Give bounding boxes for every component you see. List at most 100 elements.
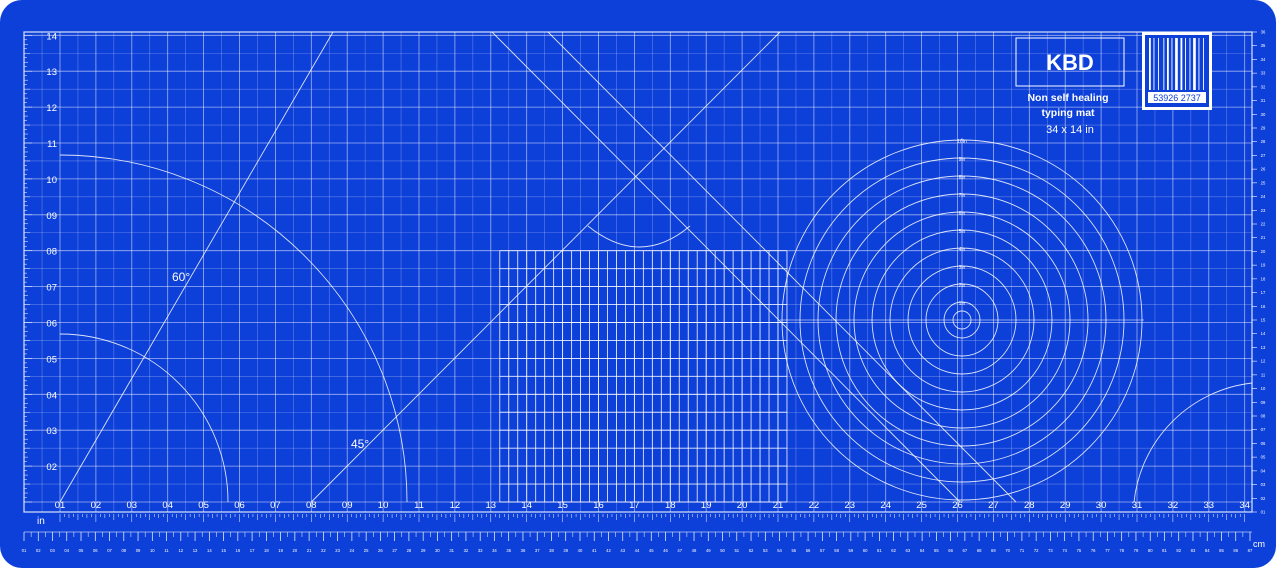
cm-ruler-label: 55 bbox=[791, 548, 796, 553]
cm-ruler-label: 22 bbox=[321, 548, 326, 553]
cm-ruler-label: 70 bbox=[1005, 548, 1010, 553]
cm-ruler-label: 42 bbox=[606, 548, 611, 553]
cm-ruler-label: 19 bbox=[278, 548, 283, 553]
cm-ruler-label: 16 bbox=[236, 548, 241, 553]
ring-label: 3in bbox=[959, 265, 966, 271]
cm-ruler-label: 29 bbox=[421, 548, 426, 553]
inch-ruler-label: 10 bbox=[378, 500, 389, 511]
angle-45-label: 45° bbox=[351, 437, 369, 451]
cm-ruler-label: 26 bbox=[1261, 167, 1266, 172]
cm-ruler-label: 74 bbox=[1062, 548, 1067, 553]
inch-ruler-label: 08 bbox=[46, 247, 57, 258]
cm-ruler-label: 30 bbox=[1261, 112, 1266, 117]
cm-ruler-label: 60 bbox=[863, 548, 868, 553]
cm-unit-label: cm bbox=[1253, 539, 1265, 549]
cm-ruler-label: 43 bbox=[620, 548, 625, 553]
cm-ruler-label: 36 bbox=[521, 548, 526, 553]
inch-ruler-label: 12 bbox=[46, 103, 57, 114]
cm-ruler-label: 24 bbox=[1261, 194, 1266, 199]
barcode-bar bbox=[1158, 38, 1159, 90]
angle-arc bbox=[587, 225, 691, 248]
inch-ruler-label: 21 bbox=[773, 500, 784, 511]
inch-ruler-label: 26 bbox=[952, 500, 963, 511]
cm-ruler-label: 65 bbox=[934, 548, 939, 553]
cm-ruler-label: 12 bbox=[178, 548, 183, 553]
cm-ruler-label: 54 bbox=[777, 548, 782, 553]
cm-ruler-label: 22 bbox=[1261, 222, 1266, 227]
angle-45-line bbox=[310, 31, 781, 503]
cm-ruler-label: 76 bbox=[1091, 548, 1096, 553]
cm-ruler-label: 77 bbox=[1105, 548, 1110, 553]
cm-ruler-label: 41 bbox=[592, 548, 597, 553]
cm-ruler-label: 20 bbox=[293, 548, 298, 553]
cm-ruler-label: 13 bbox=[1261, 345, 1266, 350]
cm-ruler-label: 63 bbox=[906, 548, 911, 553]
cm-ruler-label: 03 bbox=[1261, 482, 1266, 487]
cm-ruler-label: 28 bbox=[1261, 139, 1266, 144]
cm-ruler-label: 35 bbox=[506, 548, 511, 553]
cm-ruler-label: 01 bbox=[1261, 510, 1266, 515]
inch-ruler-label: 02 bbox=[46, 462, 57, 473]
cm-ruler-label: 72 bbox=[1034, 548, 1039, 553]
inch-ruler-label: 31 bbox=[1132, 500, 1143, 511]
inch-ruler-label: 32 bbox=[1168, 500, 1179, 511]
barcode-bar bbox=[1153, 38, 1155, 90]
concentric-circles: 10in 9in 8in 7in 6in 5in 4in 3in 2in 1in bbox=[780, 138, 1144, 502]
angle-60-line bbox=[59, 31, 334, 503]
barcode-bar bbox=[1180, 38, 1183, 90]
cm-ruler-label: 23 bbox=[335, 548, 340, 553]
cm-ruler-label: 87 bbox=[1248, 548, 1253, 553]
cm-ruler-label: 48 bbox=[692, 548, 697, 553]
cm-ruler-label: 37 bbox=[535, 548, 540, 553]
cm-ruler-label: 24 bbox=[350, 548, 355, 553]
ring-label: 4in bbox=[959, 247, 966, 253]
diagonal-line bbox=[491, 31, 961, 503]
cm-ruler-label: 27 bbox=[392, 548, 397, 553]
cm-ruler-label: 12 bbox=[1261, 359, 1266, 364]
cm-ruler-label: 51 bbox=[734, 548, 739, 553]
cm-ruler-label: 73 bbox=[1048, 548, 1053, 553]
cm-ruler-label: 19 bbox=[1261, 263, 1266, 268]
cm-ruler-label: 83 bbox=[1191, 548, 1196, 553]
cm-ruler-label: 15 bbox=[221, 548, 226, 553]
cm-ruler-label: 68 bbox=[977, 548, 982, 553]
cm-ruler-label: 14 bbox=[207, 548, 212, 553]
brand-logo: KBD bbox=[1046, 50, 1094, 75]
inch-ruler-label: 03 bbox=[46, 426, 57, 437]
cm-ruler-label: 04 bbox=[64, 548, 69, 553]
inch-ruler-label: 14 bbox=[46, 31, 57, 42]
inch-ruler-label: 20 bbox=[737, 500, 748, 511]
inch-ruler-label: 02 bbox=[91, 500, 102, 511]
ring-label: 10in bbox=[957, 139, 967, 145]
cm-ruler-label: 05 bbox=[79, 548, 84, 553]
inch-ruler-label: 06 bbox=[46, 319, 57, 330]
cm-ruler-label: 79 bbox=[1134, 548, 1139, 553]
cm-ruler-label: 45 bbox=[649, 548, 654, 553]
cm-ruler-label: 64 bbox=[920, 548, 925, 553]
inch-ruler-label: 17 bbox=[629, 500, 640, 511]
cm-ruler-label: 21 bbox=[307, 548, 312, 553]
inch-ruler-label: 11 bbox=[414, 500, 424, 511]
arc-corner bbox=[1133, 382, 1253, 503]
ring-label: 8in bbox=[959, 175, 966, 181]
cm-ruler-label: 27 bbox=[1261, 153, 1266, 158]
barcode-bar bbox=[1203, 38, 1204, 90]
cm-ruler-label: 02 bbox=[36, 548, 41, 553]
inch-ruler-label: 04 bbox=[162, 500, 173, 511]
cm-ruler-label: 85 bbox=[1219, 548, 1224, 553]
cm-ruler-label: 18 bbox=[264, 548, 269, 553]
inch-ruler-label: 24 bbox=[880, 500, 891, 511]
barcode-number: 53926 2737 bbox=[1153, 93, 1201, 103]
cm-ruler-label: 50 bbox=[720, 548, 725, 553]
cm-ruler-label: 15 bbox=[1261, 318, 1266, 323]
inch-ruler-label: 30 bbox=[1096, 500, 1107, 511]
cm-ruler-label: 36 bbox=[1261, 30, 1266, 35]
cm-ruler-label: 07 bbox=[1261, 427, 1266, 432]
cm-ruler-label: 66 bbox=[948, 548, 953, 553]
inch-ruler-label: 12 bbox=[450, 500, 461, 511]
inch-ruler-label: 27 bbox=[988, 500, 999, 511]
barcode-number-box bbox=[1148, 92, 1206, 103]
cm-ruler-label: 17 bbox=[1261, 290, 1266, 295]
cm-ruler-label: 35 bbox=[1261, 43, 1266, 48]
